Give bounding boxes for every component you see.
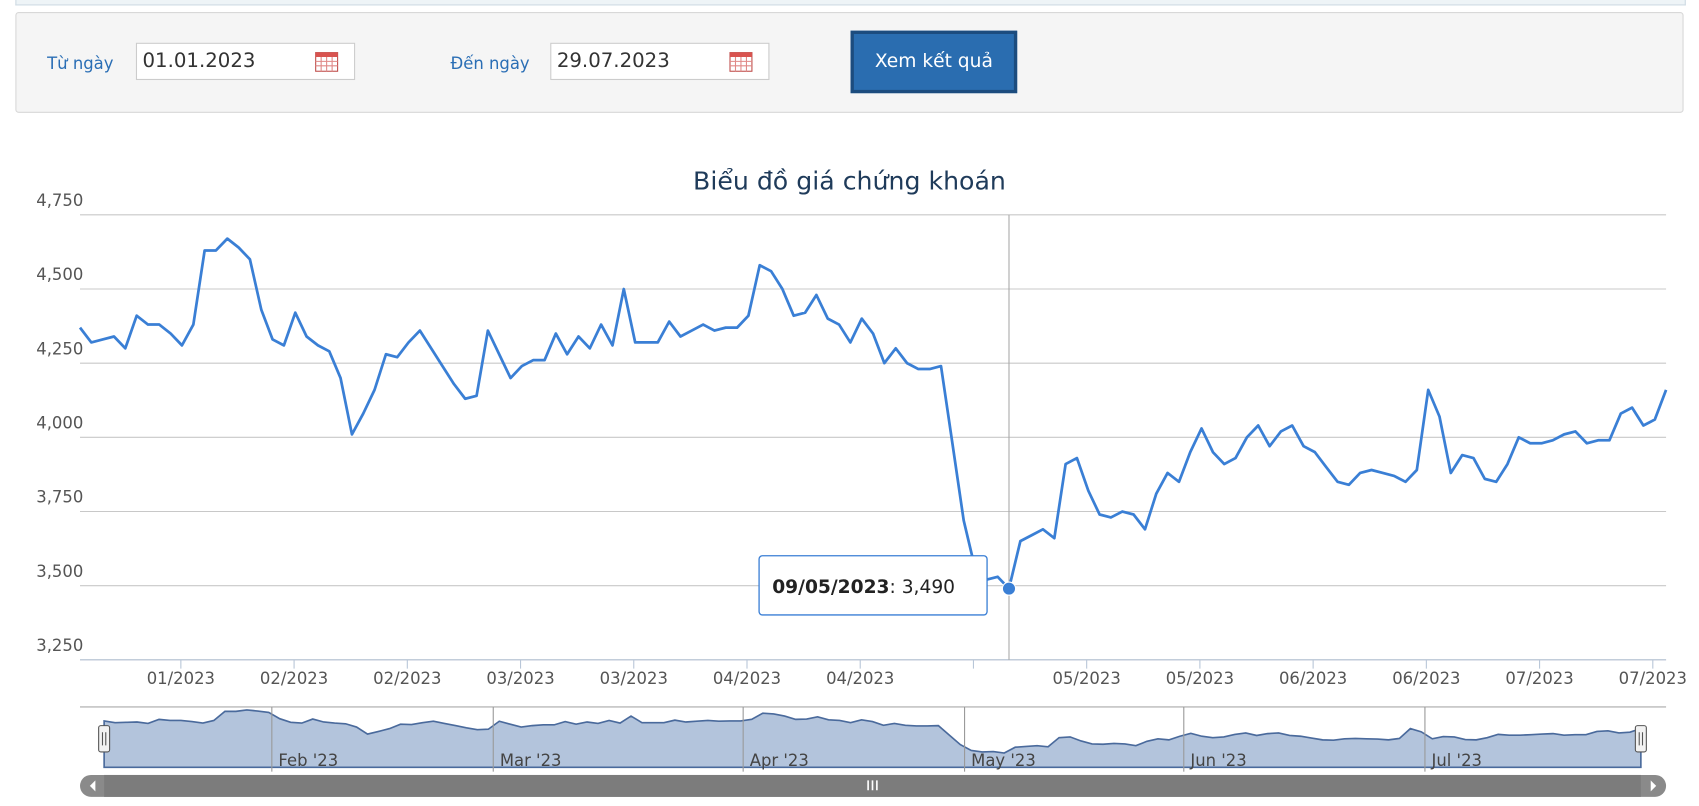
to-label: Đến ngày: [450, 53, 530, 74]
tooltip-sep: :: [890, 577, 902, 598]
x-tick-label: 04/2023: [713, 669, 781, 688]
nav-handle-grip: [101, 732, 107, 746]
x-tick-label: 05/2023: [1166, 669, 1234, 688]
from-value: 01.01.2023: [142, 49, 256, 73]
y-tick-label: 4,000: [36, 414, 83, 433]
x-tick-label: 07/2023: [1619, 669, 1687, 688]
scrollbar-grip: [867, 780, 878, 791]
nav-handle[interactable]: [98, 725, 111, 753]
nav-label: Feb '23: [278, 751, 338, 770]
calendar-icon[interactable]: [729, 50, 753, 72]
y-tick-label: 4,500: [36, 265, 83, 284]
nav-handle-grip: [1638, 732, 1644, 746]
y-tick-label: 3,750: [36, 488, 83, 507]
y-tick-label: 4,250: [36, 339, 83, 358]
nav-label: Jul '23: [1431, 751, 1482, 770]
chart-title: Biểu đồ giá chứng khoán: [693, 167, 1006, 196]
x-tick-label: 02/2023: [260, 669, 328, 688]
nav-label: Mar '23: [500, 751, 562, 770]
to-input[interactable]: 29.07.2023: [550, 42, 770, 81]
scroll-left: [89, 780, 96, 792]
x-tick-label: 05/2023: [1053, 669, 1121, 688]
tooltip-box: [758, 555, 988, 616]
nav-handle[interactable]: [1634, 725, 1647, 753]
top-bar: [15, 0, 1686, 6]
submit-button[interactable]: Xem kết quả: [850, 30, 1018, 94]
tooltip-date: 09/05/2023: [772, 577, 889, 598]
x-tick-label: 06/2023: [1392, 669, 1460, 688]
x-tick-label: 04/2023: [826, 669, 894, 688]
y-tick-label: 3,250: [36, 636, 83, 655]
scroll-right: [1650, 780, 1657, 792]
x-tick-label: 06/2023: [1279, 669, 1347, 688]
x-tick-label: 03/2023: [600, 669, 668, 688]
from-label: Từ ngày: [47, 53, 114, 74]
date-form: Từ ngày 01.01.2023 Đến ngày 29.07.2023 X…: [15, 12, 1684, 113]
tooltip-value: 3,490: [902, 577, 955, 598]
to-value: 29.07.2023: [556, 49, 670, 73]
nav-label: May '23: [971, 751, 1036, 770]
x-tick-label: 01/2023: [147, 669, 215, 688]
nav-label: Apr '23: [750, 751, 809, 770]
y-tick-label: 3,500: [36, 562, 83, 581]
from-input[interactable]: 01.01.2023: [135, 42, 356, 81]
x-tick-label: 02/2023: [373, 669, 441, 688]
calendar-icon[interactable]: [315, 50, 339, 72]
price-line: [78, 237, 1668, 590]
x-tick-label: 07/2023: [1505, 669, 1573, 688]
hover-point: [1001, 581, 1017, 596]
y-tick-label: 4,750: [36, 191, 83, 210]
x-tick-label: 03/2023: [486, 669, 554, 688]
tooltip-text: 09/05/2023: 3,490: [772, 577, 955, 598]
nav-label: Jun '23: [1189, 751, 1246, 770]
nav-area: [103, 709, 1642, 769]
